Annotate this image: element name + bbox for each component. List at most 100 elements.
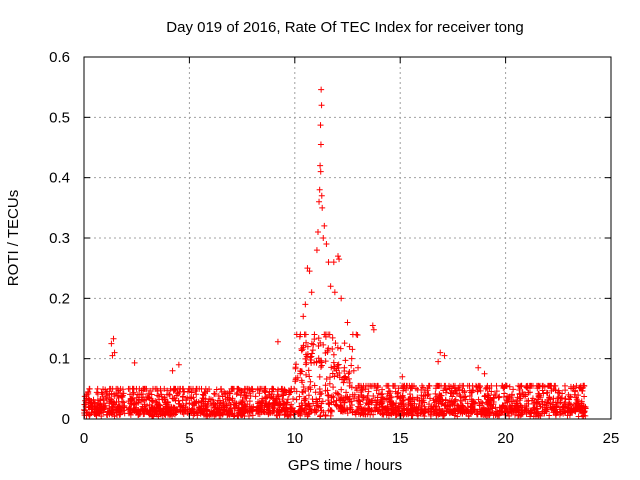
data-point [510, 386, 517, 393]
data-point [280, 391, 287, 398]
data-point [292, 365, 299, 372]
data-point [293, 396, 300, 403]
data-point [462, 396, 469, 403]
data-point [488, 388, 495, 395]
data-point [298, 368, 305, 375]
data-point [317, 339, 324, 346]
data-point [355, 364, 362, 371]
data-point [307, 378, 314, 385]
data-point [333, 397, 340, 404]
data-point [308, 340, 315, 347]
data-point [367, 411, 374, 418]
data-point [317, 141, 324, 148]
data-point [485, 398, 492, 405]
data-point [326, 380, 333, 387]
data-point [131, 359, 138, 366]
data-point [564, 404, 571, 411]
data-point [97, 395, 104, 402]
data-point [385, 412, 392, 419]
data-point [315, 335, 322, 342]
data-point [510, 396, 517, 403]
data-point [408, 412, 415, 419]
data-point [513, 398, 520, 405]
data-point [506, 402, 513, 409]
data-point [488, 396, 495, 403]
data-point [368, 408, 375, 415]
data-point [522, 408, 529, 415]
data-point [120, 392, 127, 399]
data-point [302, 361, 309, 368]
data-point [380, 411, 387, 418]
data-point [94, 409, 101, 416]
data-point [568, 401, 575, 408]
data-point [235, 385, 242, 392]
data-point [169, 367, 176, 374]
data-point [346, 396, 353, 403]
data-point [436, 391, 443, 398]
x-tick-label: 0 [80, 430, 88, 447]
data-point [435, 358, 442, 365]
data-point [349, 346, 356, 353]
data-point [110, 335, 117, 342]
data-point [470, 398, 477, 405]
data-point [330, 351, 337, 358]
data-point [321, 222, 328, 229]
data-point [100, 386, 107, 393]
data-point [420, 397, 427, 404]
data-point [204, 388, 211, 395]
data-point [249, 412, 256, 419]
data-point [93, 412, 100, 419]
data-point [508, 406, 515, 413]
data-point [493, 382, 500, 389]
data-point [447, 402, 454, 409]
data-point [360, 393, 367, 400]
data-point [336, 374, 343, 381]
data-point [283, 401, 290, 408]
data-point [161, 385, 168, 392]
data-point [115, 395, 122, 402]
data-point [319, 398, 326, 405]
data-point [536, 394, 543, 401]
data-point [440, 412, 447, 419]
data-point [503, 404, 510, 411]
data-point [136, 385, 143, 392]
data-point [186, 400, 193, 407]
data-point [335, 364, 342, 371]
data-point [300, 384, 307, 391]
data-point [370, 326, 377, 333]
data-point [484, 385, 491, 392]
data-point [481, 370, 488, 377]
data-point [334, 362, 341, 369]
data-point [400, 402, 407, 409]
data-point [244, 385, 251, 392]
data-point [354, 332, 361, 339]
x-tick-label: 10 [286, 430, 303, 447]
data-point [353, 331, 360, 338]
data-point [316, 186, 323, 193]
data-point [348, 355, 355, 362]
data-point [435, 400, 442, 407]
data-point [317, 363, 324, 370]
data-point [562, 399, 569, 406]
data-point [131, 407, 138, 414]
data-point [517, 412, 524, 419]
data-point [408, 407, 415, 414]
data-point [296, 393, 303, 400]
data-point [293, 361, 300, 368]
data-point [288, 405, 295, 412]
x-tick-label: 25 [603, 430, 620, 447]
data-point [322, 387, 329, 394]
data-point [298, 400, 305, 407]
data-point [265, 402, 272, 409]
data-point [386, 392, 393, 399]
data-point [571, 391, 578, 398]
data-point [307, 354, 314, 361]
data-point [209, 397, 216, 404]
data-point [442, 402, 449, 409]
data-point [316, 385, 323, 392]
data-point [148, 391, 155, 398]
data-point [404, 406, 411, 413]
data-point [115, 389, 122, 396]
data-point [427, 395, 434, 402]
data-point [91, 399, 98, 406]
